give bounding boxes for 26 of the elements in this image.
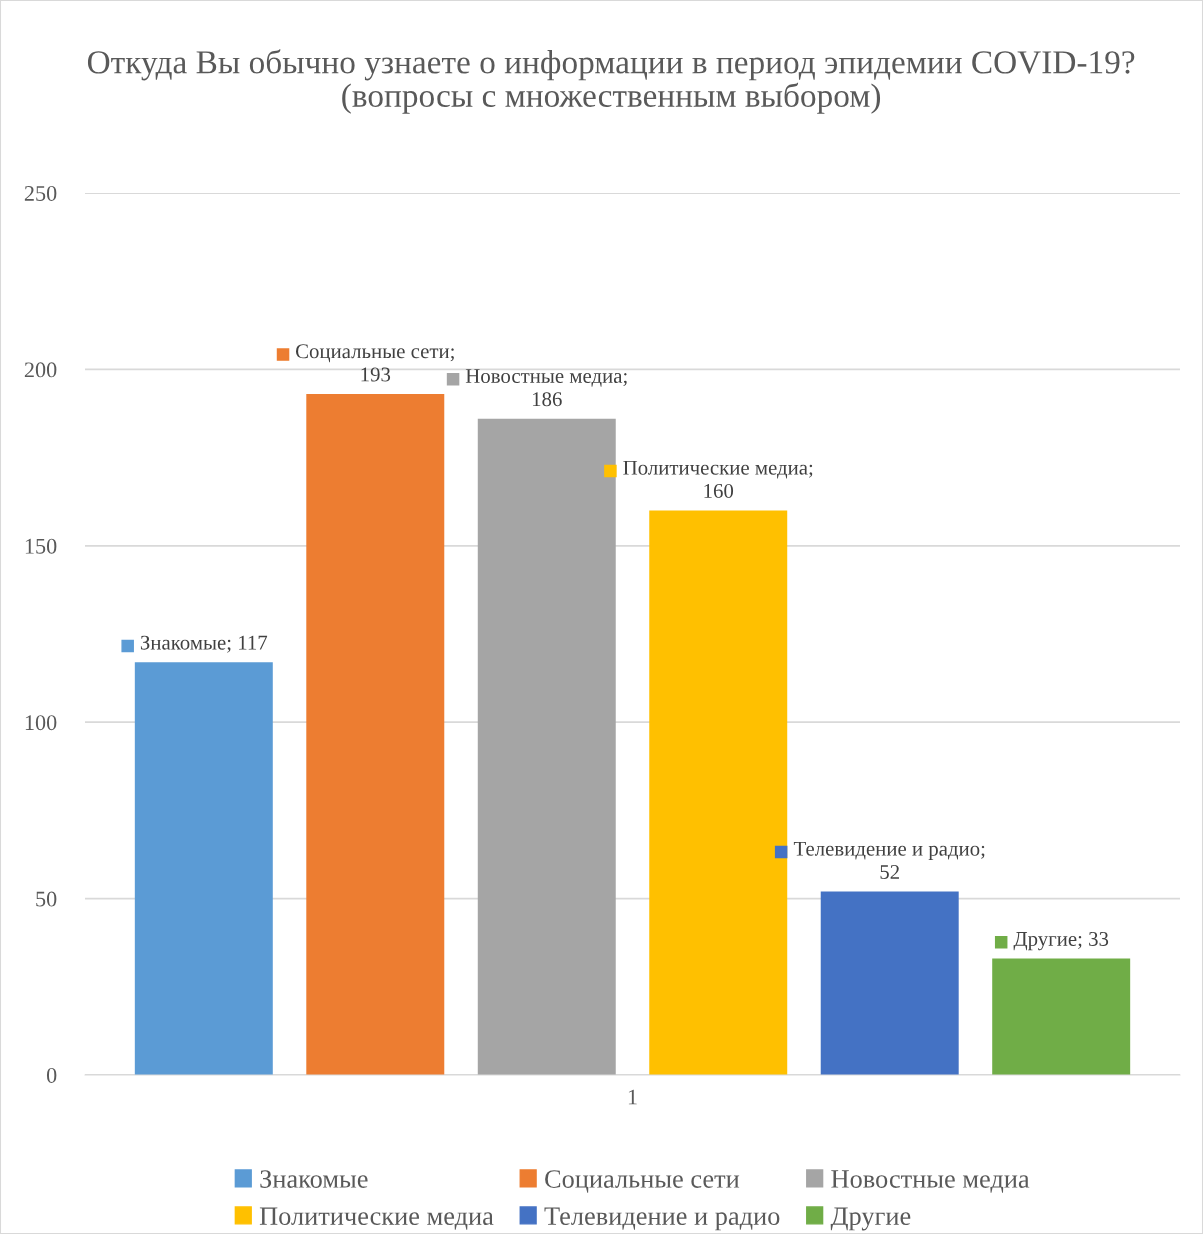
legend-label: Новостные медиа: [831, 1170, 1030, 1193]
bar: [477, 418, 616, 1075]
y-tick-label: 200: [24, 362, 57, 378]
legend-label: Телевидение и радио: [544, 1207, 780, 1231]
data-label: Политические медиа; 160: [623, 460, 813, 498]
bar: [992, 958, 1131, 1075]
y-tick-label: 250: [24, 185, 57, 201]
legend-label: Другие: [830, 1207, 911, 1231]
y-tick-label: 100: [25, 715, 57, 731]
chart-title: Откуда Вы обычно узнаете о информации в период эпидемии COVID-19? (вопросы с множественным выбором): [87, 49, 1135, 114]
legend-label: Социальные сети: [545, 1170, 740, 1193]
legend-label: Политические медиа: [259, 1207, 494, 1230]
data-label: Новостные медиа; 186: [465, 369, 627, 407]
data-label: Другие; 33: [1013, 931, 1109, 951]
bar: [820, 891, 959, 1075]
bar: [134, 662, 273, 1075]
x-tick-label: 1: [628, 1089, 637, 1105]
bar: [649, 510, 788, 1075]
data-label: Телевидение и радио; 52: [793, 841, 985, 879]
legend-label: Знакомые: [260, 1170, 368, 1188]
y-tick-label: 150: [25, 538, 57, 554]
data-label: Социальные сети; 193: [295, 344, 454, 382]
y-tick-label: 50: [36, 891, 57, 907]
data-label: Знакомые; 117: [140, 635, 268, 653]
y-tick-label: 0: [46, 1067, 57, 1083]
bar: [306, 394, 445, 1075]
